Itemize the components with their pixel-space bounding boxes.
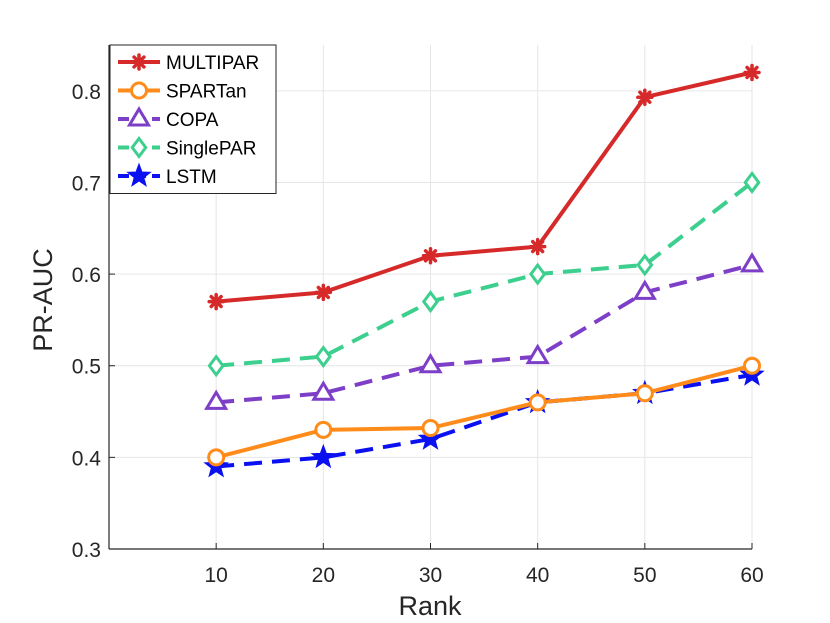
legend-marker <box>126 106 152 127</box>
series-line <box>215 180 754 368</box>
legend-item-copa: COPA <box>118 106 219 131</box>
data-point <box>418 352 443 374</box>
y-tick-label: 0.3 <box>72 539 101 562</box>
ticks: 10 20 30 40 50 60 0.3 0.4 0.5 0.6 0.7 0.8 <box>72 81 764 587</box>
legend-item-singlepar: SinglePAR <box>118 136 256 160</box>
data-point <box>525 343 550 365</box>
data-point <box>635 384 654 403</box>
legend-label: MULTIPAR <box>166 53 259 74</box>
data-point <box>636 88 654 106</box>
y-axis-label: PR-AUC <box>28 248 58 352</box>
series-line <box>215 363 753 460</box>
data-point <box>207 448 226 467</box>
legend-marker <box>130 136 148 159</box>
x-tick-label: 40 <box>526 564 549 587</box>
data-point <box>417 425 444 450</box>
data-point <box>314 420 333 439</box>
x-tick-label: 60 <box>740 564 763 587</box>
y-tick-label: 0.6 <box>72 264 101 287</box>
data-point <box>421 290 440 314</box>
data-point <box>207 292 225 311</box>
legend-marker <box>126 162 152 187</box>
data-point <box>528 393 547 412</box>
legend-marker <box>130 53 148 71</box>
legend-label: COPA <box>166 110 219 131</box>
x-axis-label: Rank <box>398 591 462 621</box>
data-point <box>743 63 761 82</box>
x-tick-label: 20 <box>312 564 335 587</box>
legend-label: LSTM <box>166 167 217 188</box>
series-multipar <box>207 63 761 311</box>
data-point <box>207 354 225 378</box>
series-spartan <box>207 356 761 467</box>
series-singlepar <box>207 170 761 378</box>
data-point <box>528 237 547 256</box>
data-point <box>739 251 765 273</box>
series-line <box>215 70 753 304</box>
series-group <box>203 63 765 478</box>
x-tick-label: 30 <box>419 564 442 587</box>
legend-item-lstm: LSTM <box>118 162 217 188</box>
data-point <box>311 380 336 401</box>
data-point <box>310 443 337 469</box>
data-point <box>743 170 761 194</box>
y-tick-label: 0.5 <box>72 356 101 379</box>
data-point <box>743 356 761 375</box>
data-point <box>632 279 657 300</box>
legend-marker <box>130 81 148 100</box>
legend-label: SPARTan <box>166 82 247 103</box>
data-point <box>421 247 440 265</box>
data-point <box>204 389 229 410</box>
data-point <box>314 283 333 302</box>
data-point <box>421 419 440 438</box>
x-tick-label: 10 <box>204 564 227 587</box>
legend: MULTIPAR SPARTan COPA SinglePAR LSTM <box>109 44 277 194</box>
series-line <box>215 262 753 405</box>
data-point <box>529 262 547 286</box>
y-tick-label: 0.7 <box>72 172 101 195</box>
legend-item-multipar: MULTIPAR <box>118 53 259 74</box>
x-tick-label: 50 <box>633 564 656 587</box>
legend-label: SinglePAR <box>166 139 256 160</box>
data-point <box>314 345 332 369</box>
data-point <box>636 253 654 277</box>
y-tick-label: 0.4 <box>72 447 102 470</box>
y-tick-label: 0.8 <box>72 81 101 104</box>
legend-item-spartan: SPARTan <box>118 81 247 103</box>
series-copa <box>204 251 765 410</box>
